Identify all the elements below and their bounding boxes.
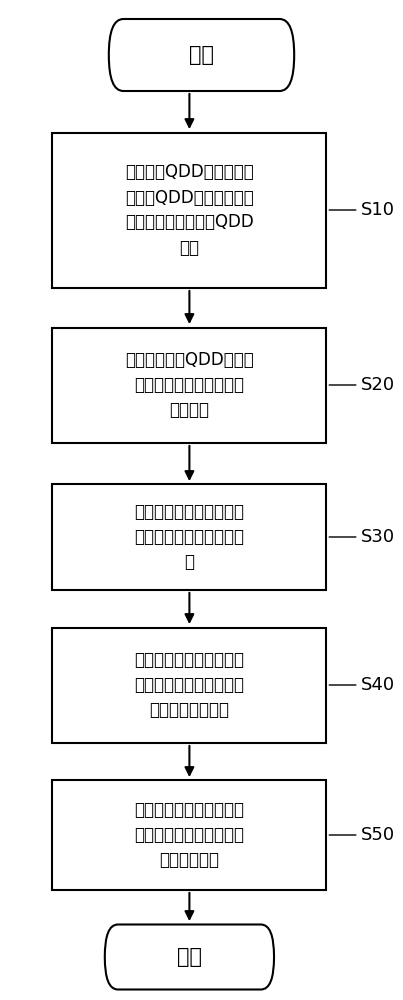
Text: 获取初始QDD模型，对所
述初始QDD模型执行无量
纲处理，获得无量纲QDD
模型: 获取初始QDD模型，对所 述初始QDD模型执行无量 纲处理，获得无量纲QDD 模… <box>125 163 254 256</box>
Text: S50: S50 <box>361 826 395 844</box>
FancyBboxPatch shape <box>109 19 294 91</box>
Text: 对所述有限元离散系统进
行数値求解，获得对应的
模拟求解结果: 对所述有限元离散系统进 行数値求解，获得对应的 模拟求解结果 <box>135 801 244 869</box>
FancyBboxPatch shape <box>52 628 326 742</box>
Text: 结束: 结束 <box>177 947 202 967</box>
Text: 对所述线性化模型进行有
限元离散处理，获得对应
的有限元离散系统: 对所述线性化模型进行有 限元离散处理，获得对应 的有限元离散系统 <box>135 651 244 719</box>
Text: S30: S30 <box>361 528 395 546</box>
FancyBboxPatch shape <box>52 484 326 589</box>
Text: S20: S20 <box>361 376 395 394</box>
Text: S40: S40 <box>361 676 395 694</box>
Text: 对所述无量纲QDD模型进
行指数变换操作，获得变
换后模型: 对所述无量纲QDD模型进 行指数变换操作，获得变 换后模型 <box>125 351 254 419</box>
FancyBboxPatch shape <box>52 132 326 288</box>
Text: 对所述变换后模型进行线
性化处理，获得线性化模
型: 对所述变换后模型进行线 性化处理，获得线性化模 型 <box>135 503 244 571</box>
FancyBboxPatch shape <box>52 328 326 442</box>
FancyBboxPatch shape <box>105 924 274 990</box>
Text: 开始: 开始 <box>189 45 214 65</box>
FancyBboxPatch shape <box>52 780 326 890</box>
Text: S10: S10 <box>361 201 395 219</box>
